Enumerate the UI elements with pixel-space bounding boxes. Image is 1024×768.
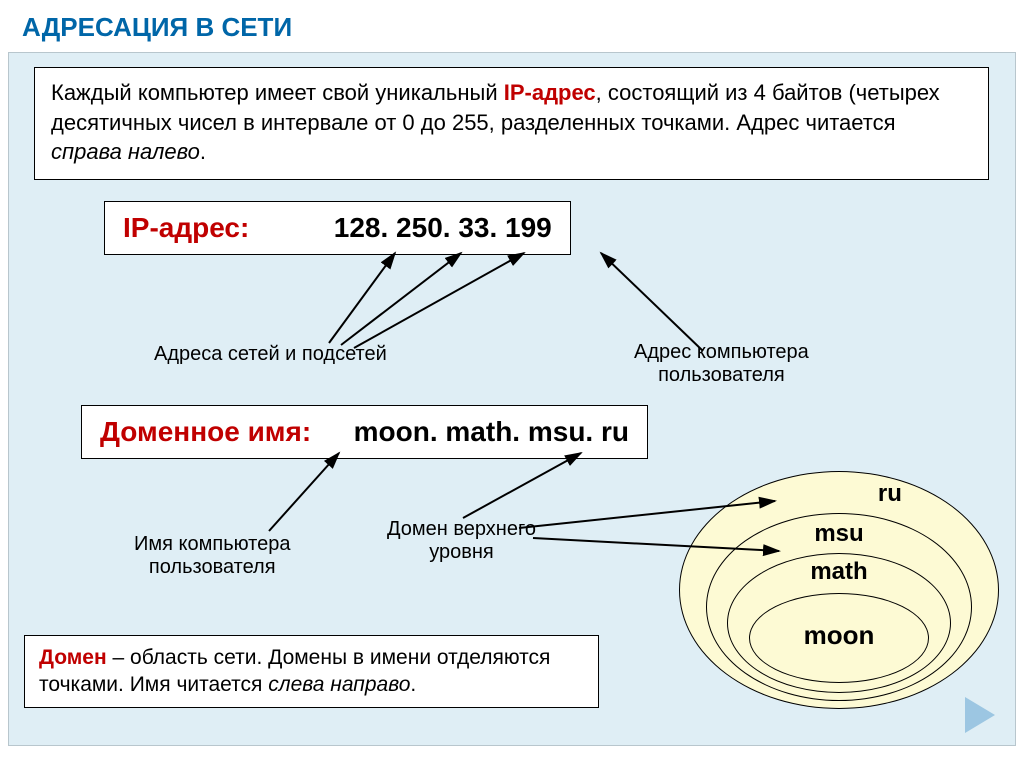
domain-row: Доменное имя: moon. math. msu. ru (81, 405, 648, 459)
ellipse-moon-label: moon (804, 620, 875, 651)
domain-def-end: . (410, 673, 416, 696)
domain-annot-left-l2: пользователя (149, 556, 276, 578)
main-panel: Каждый компьютер имеет свой уникальный I… (8, 52, 1016, 746)
domain-annot-mid: Домен верхнего уровня (387, 518, 536, 564)
domain-value: moon. math. msu. ru (354, 416, 629, 447)
intro-italic: справа налево (51, 139, 200, 164)
ellipse-math-label: math (810, 558, 867, 586)
domain-def-italic: слева направо (268, 673, 410, 696)
domain-annot-left: Имя компьютера пользователя (134, 533, 290, 579)
ip-annot-right-l1: Адрес компьютера (634, 341, 809, 363)
ip-row: IP-адрес: 128. 250. 33. 199 (104, 201, 571, 255)
ip-annot-left: Адреса сетей и подсетей (154, 343, 387, 366)
ip-annot-right-l2: пользователя (658, 364, 785, 386)
intro-ip: IP-адрес (504, 80, 596, 105)
domain-definition: Домен – область сети. Домены в имени отд… (24, 635, 599, 708)
ip-annot-right: Адрес компьютера пользователя (634, 341, 809, 387)
intro-text: Каждый компьютер имеет свой уникальный I… (34, 67, 989, 180)
intro-end: . (200, 139, 206, 164)
ip-value: 128. 250. 33. 199 (334, 212, 552, 243)
intro-pre: Каждый компьютер имеет свой уникальный (51, 80, 504, 105)
page-title: АДРЕСАЦИЯ В СЕТИ (22, 12, 292, 43)
domain-annot-mid-l1: Домен верхнего (387, 518, 536, 540)
ip-label: IP-адрес: (123, 212, 249, 243)
ellipse-moon: moon (749, 593, 929, 683)
domain-annot-left-l1: Имя компьютера (134, 533, 290, 555)
domain-annot-mid-l2: уровня (429, 541, 494, 563)
next-slide-button[interactable] (965, 697, 995, 733)
domain-def-red: Домен (39, 646, 107, 669)
domain-label: Доменное имя: (100, 416, 311, 447)
ellipse-msu-label: msu (814, 520, 863, 548)
ellipse-ru-label: ru (878, 480, 902, 508)
